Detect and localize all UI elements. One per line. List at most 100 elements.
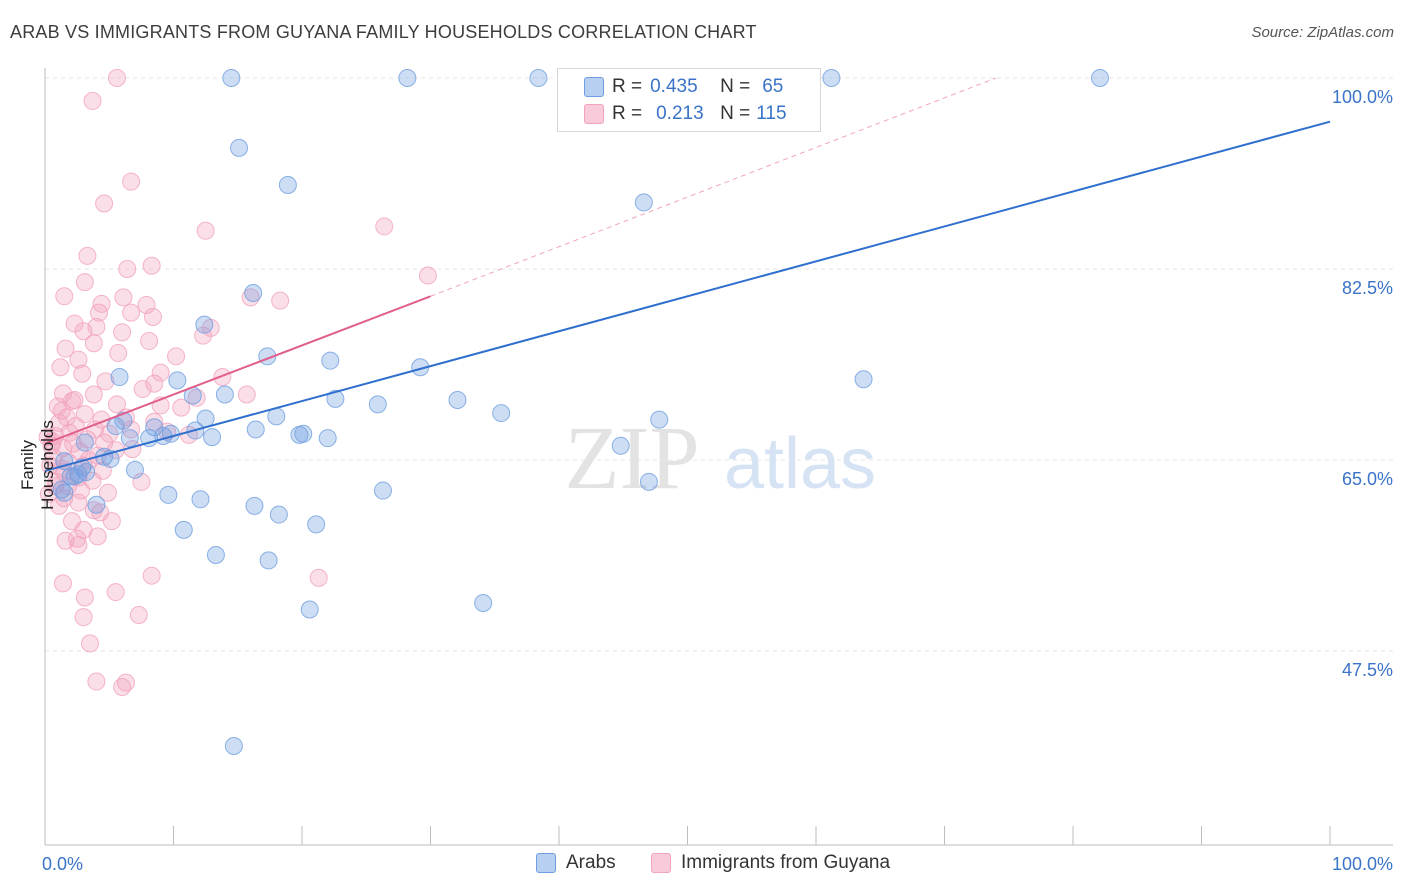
arabs-point (230, 138, 249, 157)
guyana-point (87, 672, 106, 691)
guyana-point (57, 408, 76, 427)
guyana-point (237, 385, 256, 404)
guyana-point (213, 368, 232, 387)
guyana-point (167, 347, 186, 366)
guyana-point (55, 287, 74, 306)
arabs-point (611, 436, 630, 455)
arabs-series (52, 69, 1109, 755)
guyana-point (106, 583, 125, 602)
y-axis-title: Family Households (18, 420, 57, 510)
chart-title: ARAB VS IMMIGRANTS FROM GUYANA FAMILY HO… (10, 22, 757, 42)
arabs-point (120, 429, 139, 448)
arabs-legend-label: Arabs (566, 852, 616, 873)
correlation-legend: R = 0.435 N = 65 R = 0.213 N = 115 (557, 68, 821, 132)
guyana-point (107, 69, 126, 87)
arabs-point (206, 545, 225, 564)
arabs-swatch (584, 77, 604, 97)
guyana-point (142, 566, 161, 585)
guyana-point (53, 574, 72, 593)
arabs-point (300, 600, 319, 619)
guyana-point (145, 412, 164, 431)
guyana-point (98, 483, 117, 502)
arabs-point (259, 551, 278, 570)
guyana-point (75, 588, 94, 607)
arabs-point (224, 736, 243, 755)
y-tick-label: 65.0% (1342, 469, 1393, 489)
guyana-point (69, 536, 88, 555)
arabs-point (318, 429, 337, 448)
arabs-point (326, 389, 345, 408)
guyana-point (196, 221, 215, 240)
arabs-point (246, 420, 265, 439)
guyana-point (73, 364, 92, 383)
guyana-point (64, 434, 83, 453)
guyana-point (87, 317, 106, 336)
arabs-point (191, 490, 210, 509)
guyana-point (113, 323, 132, 342)
arabs-point (159, 485, 178, 504)
guyana-point (100, 424, 119, 443)
arabs-point (203, 428, 222, 447)
guyana-point (75, 405, 94, 424)
arabs-point (290, 425, 309, 444)
guyana-point (75, 273, 94, 292)
guyana-point (51, 358, 70, 377)
arabs-point (87, 495, 106, 514)
guyana-point (375, 217, 394, 236)
legend-r-label: R = (612, 76, 643, 97)
arabs-point (154, 426, 173, 445)
bottom-legend-arabs: Arabs (536, 852, 616, 874)
y-tick-label: 100.0% (1332, 87, 1393, 107)
guyana-point (83, 91, 102, 110)
arabs-point (492, 404, 511, 423)
source-credit: Source: ZipAtlas.com (1251, 24, 1394, 41)
guyana-point (143, 308, 162, 327)
tick-labels: 100.0% 82.5% 65.0% 47.5% 0.0% 100.0% (42, 87, 1393, 874)
guyana-point (118, 260, 137, 278)
guyana-swatch (584, 104, 604, 124)
guyana-point (74, 608, 93, 627)
arabs-point (106, 417, 125, 436)
guyana-point (140, 332, 159, 351)
guyana-point (309, 568, 328, 587)
guyana-legend-swatch (651, 853, 671, 873)
guyana-series (38, 69, 437, 697)
guyana-point (88, 527, 107, 546)
guyana-point (96, 372, 115, 391)
arabs-point (321, 351, 340, 370)
guyana-point (418, 266, 437, 285)
guyana-point (133, 380, 152, 399)
arabs-trend-line (44, 120, 1331, 472)
grid-lines (45, 77, 1393, 652)
arabs-point (174, 520, 193, 539)
guyana-point (151, 363, 170, 382)
guyana-trend-line (44, 295, 431, 445)
arabs-point (110, 368, 129, 387)
guyana-point (56, 339, 75, 358)
arabs-point (195, 315, 214, 334)
arabs-point (634, 193, 653, 212)
guyana-point (142, 256, 161, 275)
guyana-point (114, 288, 133, 307)
x-tick-label: 100.0% (1332, 854, 1393, 874)
arabs-point (529, 69, 548, 87)
arabs-point (307, 515, 326, 534)
arabs-point (125, 460, 144, 479)
legend-n-label-2: N = (720, 103, 751, 124)
guyana-point (116, 673, 135, 692)
guyana-point (68, 529, 87, 548)
bottom-legend-guyana: Immigrants from Guyana (651, 852, 890, 874)
legend-row-arabs: R = 0.435 N = 65 (584, 75, 784, 99)
arabs-point (168, 371, 187, 390)
arabs-point (474, 593, 493, 612)
guyana-legend-label: Immigrants from Guyana (681, 852, 891, 873)
arabs-point (1090, 69, 1109, 87)
arabs-n-value: 65 (762, 76, 784, 97)
guyana-point (78, 246, 97, 265)
guyana-point (271, 291, 290, 310)
arabs-point (639, 472, 658, 491)
legend-n-label: N = (720, 76, 751, 97)
guyana-point (84, 334, 103, 353)
arabs-point (822, 69, 841, 87)
